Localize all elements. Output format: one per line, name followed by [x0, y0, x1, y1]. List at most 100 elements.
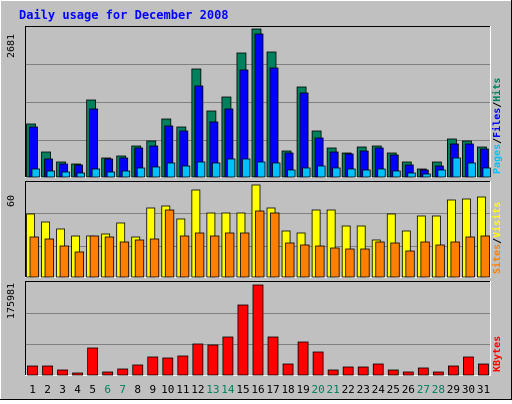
legend-entry-: / — [492, 238, 503, 244]
x-tick-label-day-20: 20 — [312, 383, 325, 396]
bar-kbytes-day-25 — [387, 369, 399, 376]
bar-kbytes-day-24 — [372, 363, 384, 376]
bar-kbytes-day-13 — [207, 344, 219, 376]
bar-kbytes-day-7 — [117, 368, 129, 376]
bar-kbytes-day-1 — [27, 365, 38, 376]
x-tick-label-day-26: 26 — [402, 383, 415, 396]
bar-files-day-17 — [269, 67, 279, 178]
bar-pages-day-27 — [422, 173, 431, 178]
bar-pages-day-30 — [467, 162, 476, 178]
bar-kbytes-day-28 — [432, 371, 444, 376]
bar-sites-day-28 — [435, 244, 445, 278]
bar-sites-day-10 — [164, 209, 175, 278]
bar-pages-day-19 — [302, 167, 311, 178]
bar-kbytes-day-5 — [87, 347, 99, 376]
bar-pages-day-23 — [362, 169, 371, 178]
x-tick-label-day-27: 27 — [417, 383, 430, 396]
bar-pages-day-1 — [31, 168, 40, 178]
bar-kbytes-day-29 — [448, 365, 459, 376]
x-tick-label-day-13: 13 — [206, 383, 219, 396]
x-tick-label-day-5: 5 — [89, 383, 96, 396]
bar-pages-day-2 — [46, 170, 55, 178]
bar-kbytes-day-11 — [177, 355, 189, 376]
bar-pages-day-8 — [136, 167, 146, 178]
bar-sites-day-11 — [179, 235, 190, 278]
bar-pages-day-25 — [392, 170, 401, 178]
bar-kbytes-day-27 — [417, 367, 429, 376]
bar-sites-day-15 — [240, 232, 250, 278]
panel-1-ytick-label: 60 — [6, 195, 17, 207]
bar-pages-day-26 — [407, 172, 416, 178]
legend-entry-: / — [492, 138, 503, 144]
bar-pages-day-31 — [482, 167, 491, 178]
x-tick-label-day-14: 14 — [221, 383, 235, 396]
bar-sites-day-30 — [465, 236, 475, 278]
chart-title: Daily usage for December 2008 — [19, 8, 229, 22]
x-tick-label-day-11: 11 — [176, 383, 189, 396]
bar-sites-day-20 — [315, 245, 325, 278]
bar-kbytes-day-23 — [357, 366, 369, 376]
bar-kbytes-day-19 — [297, 341, 309, 376]
bar-sites-day-6 — [104, 236, 115, 278]
legend-entry-pages: Pages — [492, 144, 503, 174]
panel-1-legend: Sites/Visits — [491, 202, 503, 274]
bar-kbytes-day-17 — [267, 336, 279, 376]
bar-files-day-16 — [254, 33, 264, 178]
bar-sites-day-17 — [270, 212, 280, 278]
bar-pages-day-22 — [347, 168, 356, 178]
bar-pages-day-16 — [257, 161, 266, 178]
bar-kbytes-day-10 — [162, 357, 174, 376]
panel-2-ytick-label: 175981 — [6, 283, 17, 319]
bar-sites-day-1 — [29, 236, 39, 278]
x-tick-label-day-1: 1 — [29, 383, 36, 396]
bar-sites-day-29 — [450, 241, 460, 278]
bar-sites-day-18 — [285, 242, 295, 278]
panel-0-ytick-label: 2681 — [6, 34, 17, 58]
bar-pages-day-13 — [211, 162, 221, 178]
legend-entry-: / — [492, 102, 503, 108]
bar-pages-day-9 — [151, 166, 161, 178]
bar-sites-day-27 — [420, 241, 430, 278]
bar-pages-day-4 — [76, 172, 85, 178]
bar-files-day-5 — [89, 108, 99, 178]
bar-sites-day-7 — [119, 241, 130, 278]
panel-2-legend-kbytes: KBytes — [492, 336, 503, 372]
x-tick-label-day-15: 15 — [236, 383, 249, 396]
x-tick-label-day-8: 8 — [134, 383, 141, 396]
x-tick-label-day-28: 28 — [432, 383, 445, 396]
bar-sites-day-19 — [300, 244, 310, 278]
x-tick-label-day-24: 24 — [372, 383, 386, 396]
bar-sites-day-3 — [59, 245, 69, 278]
bar-pages-day-24 — [377, 168, 386, 178]
bar-kbytes-day-2 — [42, 365, 53, 376]
x-tick-label-day-16: 16 — [251, 383, 264, 396]
bar-kbytes-day-15 — [237, 304, 249, 376]
bar-sites-day-25 — [390, 242, 400, 278]
bar-sites-day-23 — [360, 248, 370, 278]
bar-pages-day-29 — [452, 157, 461, 178]
bar-sites-day-9 — [149, 238, 160, 278]
x-tick-label-day-4: 4 — [74, 383, 81, 396]
bar-kbytes-day-21 — [327, 369, 339, 376]
bar-kbytes-day-20 — [312, 351, 324, 376]
bar-kbytes-day-14 — [222, 336, 234, 376]
bar-pages-day-20 — [317, 165, 326, 178]
bar-pages-day-3 — [61, 171, 70, 178]
bar-kbytes-day-12 — [192, 343, 204, 376]
x-tick-label-day-23: 23 — [357, 383, 370, 396]
bar-sites-day-13 — [209, 235, 220, 278]
bar-sites-day-24 — [375, 241, 385, 278]
bar-kbytes-day-31 — [478, 363, 489, 376]
x-tick-label-day-3: 3 — [59, 383, 66, 396]
x-tick-label-day-25: 25 — [387, 383, 400, 396]
panel-0-legend: Pages/Files/Hits — [491, 78, 503, 174]
bar-kbytes-day-4 — [72, 372, 83, 376]
bar-kbytes-day-6 — [102, 371, 114, 376]
x-tick-label-day-12: 12 — [191, 383, 204, 396]
x-tick-label-day-9: 9 — [149, 383, 156, 396]
x-tick-label-day-19: 19 — [296, 383, 309, 396]
legend-entry-files: Files — [491, 108, 503, 138]
bar-pages-day-18 — [287, 169, 296, 178]
bar-sites-day-21 — [330, 247, 340, 278]
